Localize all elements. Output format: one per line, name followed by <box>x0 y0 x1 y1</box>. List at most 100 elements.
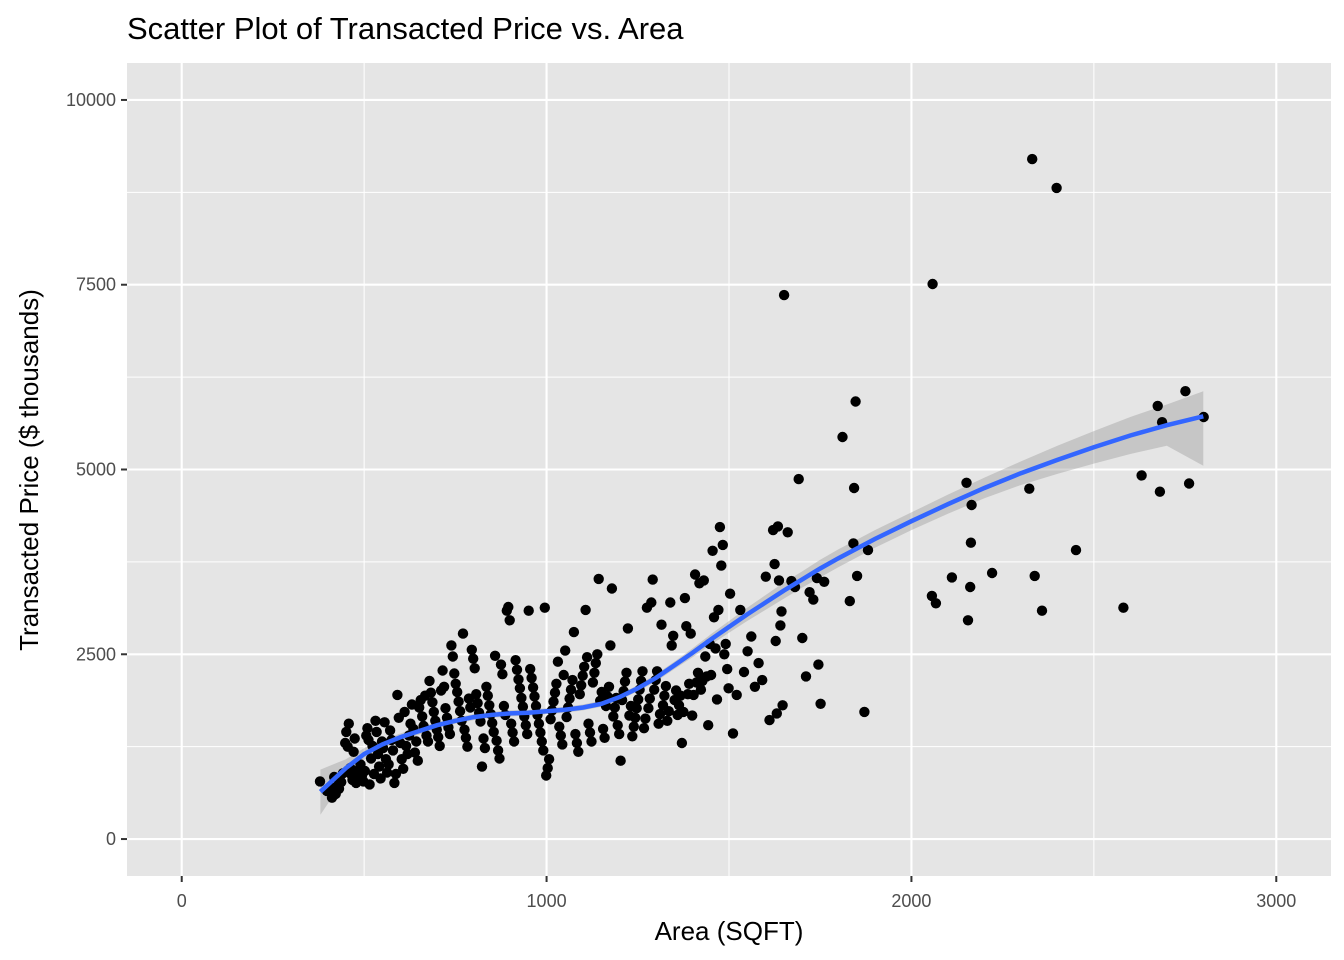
y-tick-label: 5000 <box>76 460 116 480</box>
data-point <box>381 767 393 778</box>
data-point <box>471 689 482 700</box>
data-point <box>700 651 711 662</box>
data-point <box>778 289 790 301</box>
data-point <box>720 638 731 650</box>
data-point <box>965 581 976 593</box>
data-point <box>457 628 469 639</box>
data-point <box>447 651 458 662</box>
data-point <box>440 703 451 714</box>
data-point <box>545 714 556 725</box>
data-point <box>510 655 521 666</box>
data-point <box>558 669 569 681</box>
data-point <box>370 715 381 726</box>
data-point <box>557 739 568 750</box>
data-point <box>428 706 439 718</box>
data-point <box>529 691 540 702</box>
data-point <box>605 640 616 651</box>
data-point <box>504 615 515 626</box>
x-tick-label: 1000 <box>527 891 567 911</box>
data-point <box>713 604 724 616</box>
data-point <box>506 718 517 729</box>
data-point <box>561 711 572 723</box>
data-point <box>487 717 498 729</box>
data-point <box>930 598 942 609</box>
data-point <box>476 761 488 772</box>
data-point <box>371 726 382 738</box>
data-point <box>349 733 360 744</box>
data-point <box>560 645 571 656</box>
data-point <box>965 537 977 548</box>
data-point <box>516 692 527 704</box>
data-point <box>714 521 726 533</box>
data-point <box>1136 470 1147 481</box>
data-point <box>576 680 587 691</box>
data-point <box>1051 182 1062 194</box>
data-point <box>462 741 473 752</box>
data-point <box>793 473 804 485</box>
data-point <box>454 706 466 717</box>
data-point <box>348 746 359 757</box>
data-point <box>619 676 631 687</box>
data-point <box>444 728 456 740</box>
data-point <box>492 745 504 756</box>
data-point <box>590 657 601 669</box>
data-point <box>815 698 826 709</box>
data-point <box>770 635 781 647</box>
data-point <box>687 710 698 721</box>
data-point <box>654 708 666 720</box>
data-point <box>597 723 609 735</box>
data-point <box>599 732 610 743</box>
data-point <box>589 667 600 678</box>
data-point <box>717 539 728 551</box>
data-point <box>460 732 472 743</box>
data-point <box>551 678 562 689</box>
data-point <box>962 615 974 626</box>
data-point <box>489 650 501 661</box>
data-points <box>314 153 1209 803</box>
data-point <box>703 720 714 731</box>
data-point <box>738 666 750 678</box>
data-point <box>731 689 742 701</box>
data-point <box>615 755 626 766</box>
data-point <box>777 700 788 711</box>
data-point <box>633 694 644 705</box>
data-point <box>848 538 859 549</box>
data-point <box>711 694 723 705</box>
data-point <box>659 690 670 701</box>
data-point <box>494 753 505 764</box>
data-point <box>961 477 972 488</box>
data-point <box>646 597 657 608</box>
data-point <box>764 714 775 726</box>
data-point <box>390 768 402 780</box>
data-point <box>782 527 793 538</box>
data-point <box>527 682 539 693</box>
data-point <box>688 689 699 701</box>
data-point <box>580 604 591 616</box>
data-point <box>469 663 480 674</box>
data-point <box>851 570 863 582</box>
data-point <box>412 755 423 766</box>
data-point <box>400 740 412 752</box>
data-point <box>577 670 588 681</box>
x-tick-label: 3000 <box>1256 891 1296 911</box>
data-point <box>491 735 502 746</box>
data-point <box>539 602 550 613</box>
y-tick-label: 0 <box>106 829 116 849</box>
data-point <box>710 643 721 654</box>
y-axis-ticks: 0 2500 5000 7500 10000 <box>66 90 127 849</box>
x-tick-label: 2000 <box>891 891 931 911</box>
data-point <box>1118 602 1129 613</box>
data-point <box>723 683 734 694</box>
data-point <box>478 733 489 744</box>
data-point <box>511 664 523 675</box>
data-point <box>716 560 727 571</box>
data-point <box>389 777 400 789</box>
data-point <box>640 713 651 724</box>
data-point <box>538 745 549 756</box>
data-point <box>1036 605 1048 616</box>
data-point <box>1198 411 1209 423</box>
data-point <box>679 592 691 604</box>
data-point <box>628 721 639 732</box>
smooth-line <box>318 414 1204 794</box>
